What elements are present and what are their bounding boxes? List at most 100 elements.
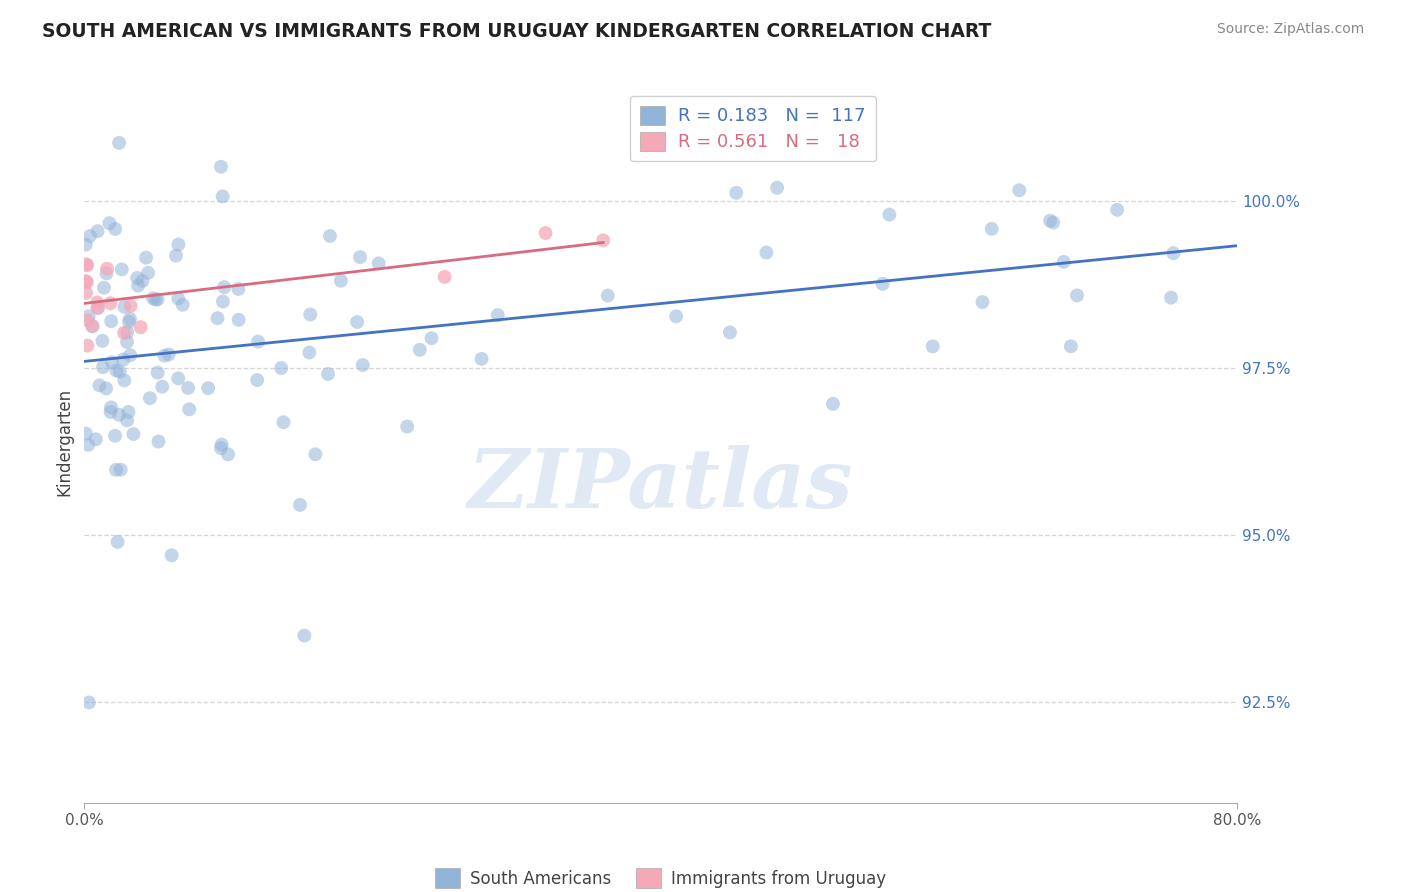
Point <box>112 326 135 340</box>
Point <box>80 318 103 333</box>
Point <box>148 434 170 449</box>
Point <box>115 326 138 340</box>
Point <box>107 534 129 549</box>
Point <box>228 313 250 327</box>
Point <box>596 288 619 302</box>
Point <box>718 326 741 340</box>
Point <box>197 381 219 395</box>
Point <box>118 315 141 329</box>
Point <box>75 426 97 441</box>
Point <box>1060 339 1083 353</box>
Point <box>177 381 200 395</box>
Point <box>112 352 135 367</box>
Text: ZIPatlas: ZIPatlas <box>468 445 853 524</box>
Point <box>157 347 180 361</box>
Point <box>396 419 419 434</box>
Point <box>76 275 98 289</box>
Point <box>91 334 114 348</box>
Point <box>104 429 127 443</box>
Point <box>486 308 509 322</box>
Point <box>872 277 894 291</box>
Point <box>179 402 201 417</box>
Point <box>105 363 128 377</box>
Point <box>76 313 98 327</box>
Point <box>111 262 134 277</box>
Point <box>122 427 145 442</box>
Point <box>96 266 118 280</box>
Point <box>214 280 236 294</box>
Point <box>304 447 326 461</box>
Point <box>110 463 132 477</box>
Point <box>167 237 190 252</box>
Point <box>534 226 557 240</box>
Point <box>79 229 101 244</box>
Point <box>316 367 339 381</box>
Point <box>77 438 100 452</box>
Y-axis label: Kindergarten: Kindergarten <box>55 387 73 496</box>
Point <box>212 294 235 309</box>
Point <box>766 180 789 194</box>
Point <box>146 366 169 380</box>
Point <box>1008 183 1031 197</box>
Point <box>167 292 190 306</box>
Point <box>86 301 108 315</box>
Text: Source: ZipAtlas.com: Source: ZipAtlas.com <box>1216 22 1364 37</box>
Point <box>94 381 117 395</box>
Point <box>329 274 352 288</box>
Point <box>104 222 127 236</box>
Point <box>165 249 187 263</box>
Point <box>273 415 295 429</box>
Point <box>139 391 162 405</box>
Point <box>117 405 139 419</box>
Point <box>1163 246 1185 260</box>
Point <box>153 349 176 363</box>
Point <box>100 314 122 328</box>
Point <box>725 186 748 200</box>
Point <box>1053 255 1076 269</box>
Point <box>136 266 159 280</box>
Point <box>86 295 108 310</box>
Point <box>82 319 104 334</box>
Point <box>76 338 98 352</box>
Point <box>367 256 389 270</box>
Point <box>115 334 138 349</box>
Point <box>247 334 270 349</box>
Point <box>270 361 292 376</box>
Point <box>129 320 152 334</box>
Point <box>77 695 100 709</box>
Point <box>209 160 232 174</box>
Point <box>89 378 111 392</box>
Point <box>1039 213 1062 227</box>
Point <box>246 373 269 387</box>
Point <box>114 300 136 314</box>
Legend: South Americans, Immigrants from Uruguay: South Americans, Immigrants from Uruguay <box>429 862 893 892</box>
Point <box>120 299 142 313</box>
Point <box>1042 215 1064 229</box>
Point <box>420 331 443 345</box>
Point <box>76 258 98 272</box>
Point <box>93 281 115 295</box>
Point <box>879 208 901 222</box>
Point <box>98 216 121 230</box>
Point <box>319 229 342 244</box>
Point <box>409 343 432 357</box>
Point <box>1066 288 1088 302</box>
Point <box>292 629 315 643</box>
Point <box>211 189 233 203</box>
Point <box>120 348 142 362</box>
Point <box>298 345 321 359</box>
Point <box>172 298 194 312</box>
Point <box>150 380 173 394</box>
Point <box>980 222 1002 236</box>
Point <box>112 373 135 387</box>
Point <box>75 285 97 300</box>
Point <box>101 355 124 369</box>
Point <box>921 339 943 353</box>
Point <box>288 498 311 512</box>
Point <box>100 296 122 310</box>
Point <box>75 257 97 271</box>
Point <box>108 365 131 379</box>
Point <box>755 245 778 260</box>
Point <box>146 293 169 307</box>
Point <box>209 441 232 455</box>
